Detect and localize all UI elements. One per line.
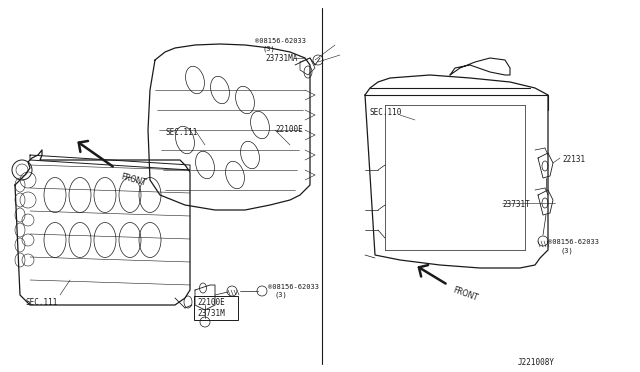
Text: SEC.110: SEC.110 [370,108,403,117]
Text: FRONT: FRONT [120,172,147,187]
Text: 22131: 22131 [562,155,585,164]
Text: (3): (3) [263,46,276,52]
Text: ®08156-62033: ®08156-62033 [548,239,599,245]
Text: J221008Y: J221008Y [518,358,555,367]
Text: FRONT: FRONT [452,285,479,302]
Text: ®08156-62033: ®08156-62033 [268,284,319,290]
Text: SEC.111: SEC.111 [165,128,197,137]
Text: 23731T: 23731T [502,200,530,209]
Text: SEC.111: SEC.111 [25,298,58,307]
Text: (3): (3) [560,247,573,253]
Text: 22100E: 22100E [275,125,303,134]
Text: (3): (3) [275,292,288,298]
Text: 23731M: 23731M [197,309,225,318]
Text: ®08156-62033: ®08156-62033 [255,38,306,44]
Text: 23731MA: 23731MA [265,54,298,63]
Text: 22100E: 22100E [197,298,225,307]
